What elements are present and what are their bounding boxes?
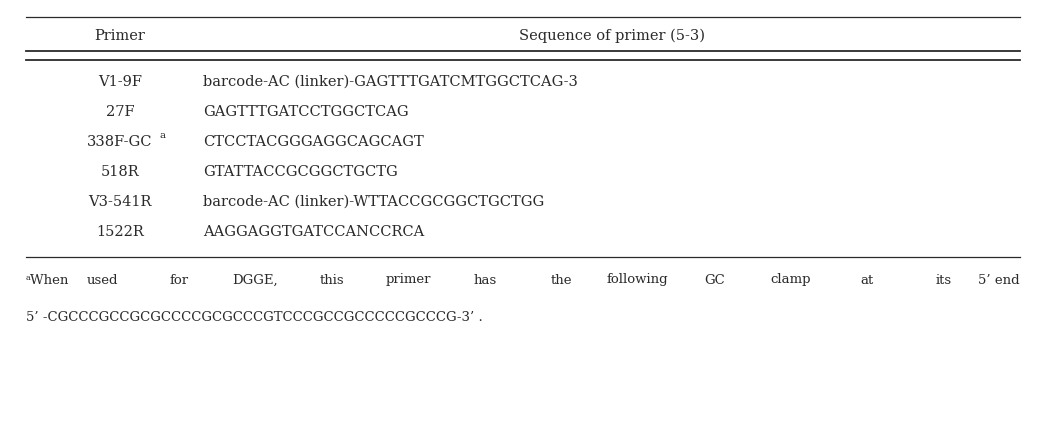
- Text: used: used: [87, 273, 118, 286]
- Text: has: has: [474, 273, 496, 286]
- Text: 338F-GC: 338F-GC: [88, 135, 152, 149]
- Text: ᵃWhen: ᵃWhen: [26, 273, 70, 286]
- Text: barcode-AC (linker)-WTTACCGCGGCTGCTGG: barcode-AC (linker)-WTTACCGCGGCTGCTGG: [203, 195, 544, 208]
- Text: Sequence of primer (5-3): Sequence of primer (5-3): [518, 29, 705, 43]
- Text: 1522R: 1522R: [96, 225, 144, 239]
- Text: DGGE,: DGGE,: [233, 273, 278, 286]
- Text: a: a: [160, 130, 166, 139]
- Text: GTATTACCGCGGCTGCTG: GTATTACCGCGGCTGCTG: [203, 164, 398, 178]
- Text: V1-9F: V1-9F: [98, 75, 142, 89]
- Text: primer: primer: [386, 273, 431, 286]
- Text: V3-541R: V3-541R: [89, 195, 151, 208]
- Text: the: the: [551, 273, 572, 286]
- Text: 518R: 518R: [100, 164, 140, 178]
- Text: Primer: Primer: [95, 29, 145, 43]
- Text: its: its: [936, 273, 951, 286]
- Text: 5’ end: 5’ end: [978, 273, 1020, 286]
- Text: for: for: [169, 273, 189, 286]
- Text: following: following: [607, 273, 669, 286]
- Text: GAGTTTGATCCTGGCTCAG: GAGTTTGATCCTGGCTCAG: [203, 105, 409, 119]
- Text: 5’ -CGCCCGCCGCGCCCCGCGCCCGTCCCGCCGCCCCCGCCCG-3’ .: 5’ -CGCCCGCCGCGCCCCGCGCCCGTCCCGCCGCCCCCG…: [26, 311, 483, 324]
- Text: barcode-AC (linker)-GAGTTTGATCMTGGCTCAG-3: barcode-AC (linker)-GAGTTTGATCMTGGCTCAG-…: [203, 75, 578, 89]
- Text: GC: GC: [704, 273, 725, 286]
- Text: at: at: [860, 273, 874, 286]
- Text: CTCCTACGGGAGGCAGCAGT: CTCCTACGGGAGGCAGCAGT: [203, 135, 425, 149]
- Text: AAGGAGGTGATCCANCCRCA: AAGGAGGTGATCCANCCRCA: [203, 225, 425, 239]
- Text: this: this: [319, 273, 344, 286]
- Text: 27F: 27F: [105, 105, 135, 119]
- Text: clamp: clamp: [771, 273, 810, 286]
